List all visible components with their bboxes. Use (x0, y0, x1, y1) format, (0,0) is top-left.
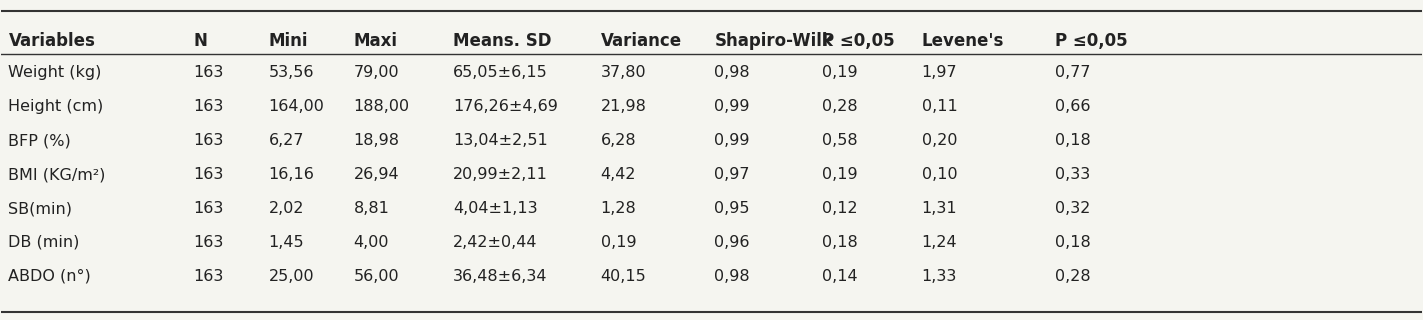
Text: 0,18: 0,18 (1056, 235, 1091, 250)
Text: 36,48±6,34: 36,48±6,34 (453, 269, 548, 284)
Text: Variance: Variance (601, 32, 682, 50)
Text: 25,00: 25,00 (269, 269, 314, 284)
Text: 2,42±0,44: 2,42±0,44 (453, 235, 538, 250)
Text: 1,28: 1,28 (601, 201, 636, 216)
Text: 163: 163 (194, 269, 223, 284)
Text: SB(min): SB(min) (9, 201, 73, 216)
Text: 0,14: 0,14 (822, 269, 858, 284)
Text: 37,80: 37,80 (601, 65, 646, 80)
Text: 53,56: 53,56 (269, 65, 314, 80)
Text: 26,94: 26,94 (353, 167, 400, 182)
Text: 188,00: 188,00 (353, 99, 410, 114)
Text: P ≤0,05: P ≤0,05 (1056, 32, 1128, 50)
Text: 0,28: 0,28 (822, 99, 858, 114)
Text: 1,97: 1,97 (922, 65, 958, 80)
Text: 0,19: 0,19 (601, 235, 636, 250)
Text: ABDO (n°): ABDO (n°) (9, 269, 91, 284)
Text: 0,95: 0,95 (714, 201, 750, 216)
Text: 164,00: 164,00 (269, 99, 324, 114)
Text: N: N (194, 32, 206, 50)
Text: 176,26±4,69: 176,26±4,69 (453, 99, 558, 114)
Text: P ≤0,05: P ≤0,05 (822, 32, 895, 50)
Text: 163: 163 (194, 99, 223, 114)
Text: 0,33: 0,33 (1056, 167, 1090, 182)
Text: 4,00: 4,00 (353, 235, 388, 250)
Text: 0,12: 0,12 (822, 201, 858, 216)
Text: 21,98: 21,98 (601, 99, 646, 114)
Text: 0,19: 0,19 (822, 167, 858, 182)
Text: Means. SD: Means. SD (453, 32, 552, 50)
Text: 163: 163 (194, 133, 223, 148)
Text: 79,00: 79,00 (353, 65, 400, 80)
Text: 0,18: 0,18 (822, 235, 858, 250)
Text: Weight (kg): Weight (kg) (9, 65, 102, 80)
Text: Variables: Variables (9, 32, 95, 50)
Text: 0,96: 0,96 (714, 235, 750, 250)
Text: 1,45: 1,45 (269, 235, 305, 250)
Text: 163: 163 (194, 65, 223, 80)
Text: 1,31: 1,31 (922, 201, 958, 216)
Text: 6,28: 6,28 (601, 133, 636, 148)
Text: 0,10: 0,10 (922, 167, 958, 182)
Text: 20,99±2,11: 20,99±2,11 (453, 167, 548, 182)
Text: 0,19: 0,19 (822, 65, 858, 80)
Text: 4,04±1,13: 4,04±1,13 (453, 201, 538, 216)
Text: 0,98: 0,98 (714, 65, 750, 80)
Text: 163: 163 (194, 167, 223, 182)
Text: Height (cm): Height (cm) (9, 99, 104, 114)
Text: 0,97: 0,97 (714, 167, 750, 182)
Text: 65,05±6,15: 65,05±6,15 (453, 65, 548, 80)
Text: 40,15: 40,15 (601, 269, 646, 284)
Text: 18,98: 18,98 (353, 133, 400, 148)
Text: 16,16: 16,16 (269, 167, 314, 182)
Text: 0,18: 0,18 (1056, 133, 1091, 148)
Text: 0,99: 0,99 (714, 99, 750, 114)
Text: 0,32: 0,32 (1056, 201, 1090, 216)
Text: 0,20: 0,20 (922, 133, 958, 148)
Text: 2,02: 2,02 (269, 201, 305, 216)
Text: 4,42: 4,42 (601, 167, 636, 182)
Text: Maxi: Maxi (353, 32, 397, 50)
Text: 163: 163 (194, 235, 223, 250)
Text: Shapiro-Wilk: Shapiro-Wilk (714, 32, 834, 50)
Text: Mini: Mini (269, 32, 307, 50)
Text: 0,99: 0,99 (714, 133, 750, 148)
Text: 0,28: 0,28 (1056, 269, 1091, 284)
Text: 0,58: 0,58 (822, 133, 858, 148)
Text: 0,77: 0,77 (1056, 65, 1090, 80)
Text: 163: 163 (194, 201, 223, 216)
Text: 6,27: 6,27 (269, 133, 305, 148)
Text: 1,24: 1,24 (922, 235, 958, 250)
Text: 1,33: 1,33 (922, 269, 958, 284)
Text: 0,98: 0,98 (714, 269, 750, 284)
Text: BFP (%): BFP (%) (9, 133, 71, 148)
Text: 56,00: 56,00 (353, 269, 400, 284)
Text: DB (min): DB (min) (9, 235, 80, 250)
Text: Levene's: Levene's (922, 32, 1005, 50)
Text: 0,66: 0,66 (1056, 99, 1090, 114)
Text: 0,11: 0,11 (922, 99, 958, 114)
Text: BMI (KG/m²): BMI (KG/m²) (9, 167, 105, 182)
Text: 13,04±2,51: 13,04±2,51 (453, 133, 548, 148)
Text: 8,81: 8,81 (353, 201, 390, 216)
